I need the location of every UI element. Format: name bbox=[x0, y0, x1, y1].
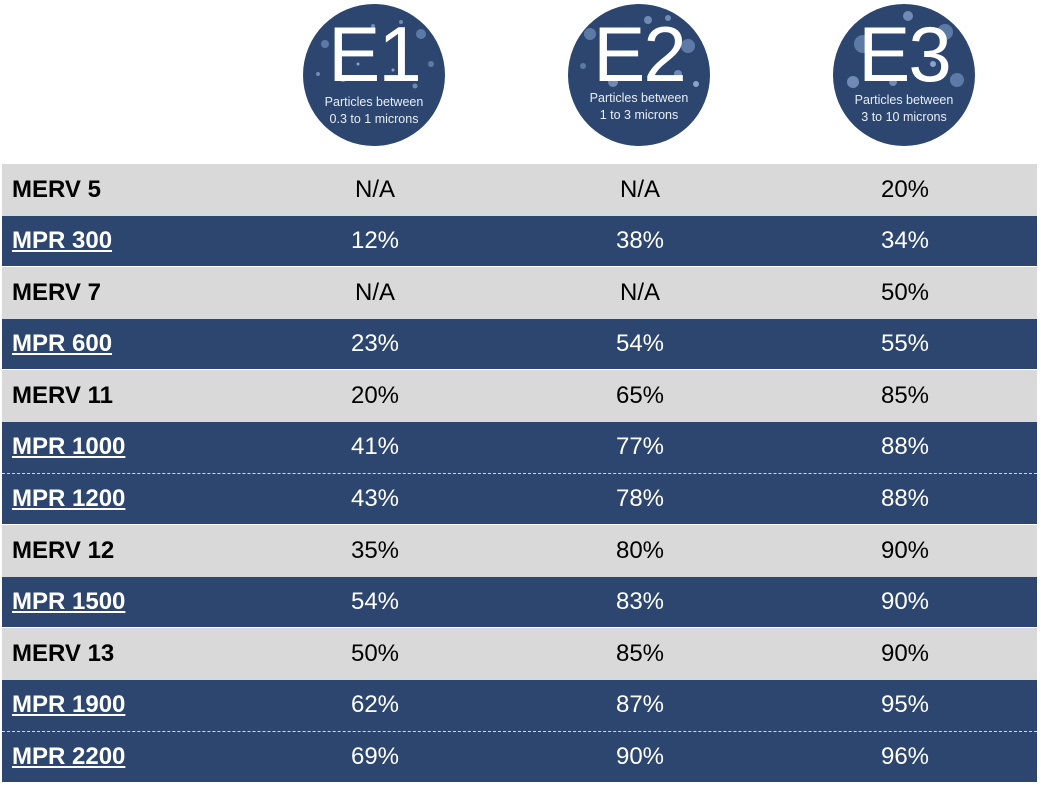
e1-value: 12% bbox=[350, 226, 400, 254]
e3-value: 85% bbox=[880, 382, 930, 410]
filter-comparison-table: MERV 5 N/A N/A 20% MPR 300 12% 38% 34% M… bbox=[2, 164, 1037, 784]
table-row: MPR 1500 54% 83% 90% bbox=[2, 576, 1037, 629]
particles-icon bbox=[316, 20, 434, 89]
e2-value: N/A bbox=[619, 175, 660, 203]
e2-value: 38% bbox=[615, 226, 665, 254]
filter-rating-link[interactable]: MPR 1500 bbox=[12, 588, 126, 616]
e2-value: 83% bbox=[615, 588, 665, 616]
column-code: E2 bbox=[593, 10, 686, 98]
e3-value: 50% bbox=[880, 278, 930, 306]
badge-e2: E2 Particles between 1 to 3 microns bbox=[568, 4, 710, 146]
e3-value: 90% bbox=[880, 536, 930, 564]
e1-value: 50% bbox=[350, 640, 400, 668]
e3-value: 95% bbox=[880, 691, 930, 719]
filter-rating-link[interactable]: MPR 600 bbox=[12, 330, 113, 358]
e3-value: 34% bbox=[880, 226, 930, 254]
e2-value: 78% bbox=[615, 484, 665, 512]
table-row: MERV 5 N/A N/A 20% bbox=[2, 164, 1037, 216]
table-row: MPR 600 23% 54% 55% bbox=[2, 318, 1037, 371]
e1-value: N/A bbox=[354, 278, 395, 306]
filter-rating-link[interactable]: MPR 1000 bbox=[12, 433, 126, 461]
filter-rating-link[interactable]: MPR 2200 bbox=[12, 742, 126, 770]
filter-rating-link[interactable]: MPR 300 bbox=[12, 226, 113, 254]
e1-value: 43% bbox=[350, 484, 400, 512]
e2-value: 54% bbox=[615, 330, 665, 358]
filter-rating: MERV 5 bbox=[12, 175, 101, 203]
e3-value: 88% bbox=[880, 433, 930, 461]
column-description: Particles between 3 to 10 microns bbox=[854, 93, 954, 124]
e3-value: 96% bbox=[880, 742, 930, 770]
e3-value: 55% bbox=[880, 330, 930, 358]
e1-value: 20% bbox=[350, 382, 400, 410]
e1-value: 23% bbox=[350, 330, 400, 358]
filter-rating: MERV 7 bbox=[12, 278, 101, 306]
e2-value: 87% bbox=[615, 691, 665, 719]
filter-rating: MERV 11 bbox=[12, 382, 113, 410]
e1-value: 35% bbox=[350, 536, 400, 564]
particles-icon bbox=[580, 15, 699, 87]
e2-value: 65% bbox=[615, 382, 665, 410]
e1-value: 62% bbox=[350, 691, 400, 719]
badge-e1: E1 Particles between 0.3 to 1 microns bbox=[303, 4, 445, 146]
particles-icon bbox=[847, 11, 964, 88]
e1-value: 69% bbox=[350, 742, 400, 770]
filter-rating-link[interactable]: MPR 1200 bbox=[12, 484, 126, 512]
column-header: E1 Particles between 0.3 to 1 microns E2 … bbox=[0, 0, 1040, 160]
table-row: MERV 13 50% 85% 90% bbox=[2, 628, 1037, 680]
e1-value: 41% bbox=[350, 433, 400, 461]
table-row: MPR 1200 43% 78% 88% bbox=[2, 473, 1037, 526]
table-row: MPR 1900 62% 87% 95% bbox=[2, 679, 1037, 732]
e1-value: N/A bbox=[354, 175, 395, 203]
table-row: MERV 11 20% 65% 85% bbox=[2, 370, 1037, 422]
e3-value: 20% bbox=[880, 175, 930, 203]
filter-rating-link[interactable]: MPR 1900 bbox=[12, 691, 126, 719]
e2-value: 90% bbox=[615, 742, 665, 770]
column-code: E3 bbox=[858, 10, 951, 98]
column-description: Particles between 1 to 3 microns bbox=[589, 91, 689, 122]
e2-value: N/A bbox=[619, 278, 660, 306]
filter-rating: MERV 12 bbox=[12, 536, 115, 564]
e1-value: 54% bbox=[350, 588, 400, 616]
e3-value: 90% bbox=[880, 588, 930, 616]
e3-value: 88% bbox=[880, 484, 930, 512]
table-row: MERV 12 35% 80% 90% bbox=[2, 525, 1037, 577]
table-row: MPR 300 12% 38% 34% bbox=[2, 215, 1037, 268]
table-row: MPR 2200 69% 90% 96% bbox=[2, 731, 1037, 784]
e3-value: 90% bbox=[880, 640, 930, 668]
e2-value: 85% bbox=[615, 640, 665, 668]
column-code: E1 bbox=[328, 10, 421, 98]
column-description: Particles between 0.3 to 1 microns bbox=[324, 95, 424, 126]
badge-e3: E3 Particles between 3 to 10 microns bbox=[833, 4, 975, 146]
e2-value: 77% bbox=[615, 433, 665, 461]
table-row: MPR 1000 41% 77% 88% bbox=[2, 421, 1037, 474]
e2-value: 80% bbox=[615, 536, 665, 564]
table-row: MERV 7 N/A N/A 50% bbox=[2, 267, 1037, 319]
filter-rating: MERV 13 bbox=[12, 640, 115, 668]
